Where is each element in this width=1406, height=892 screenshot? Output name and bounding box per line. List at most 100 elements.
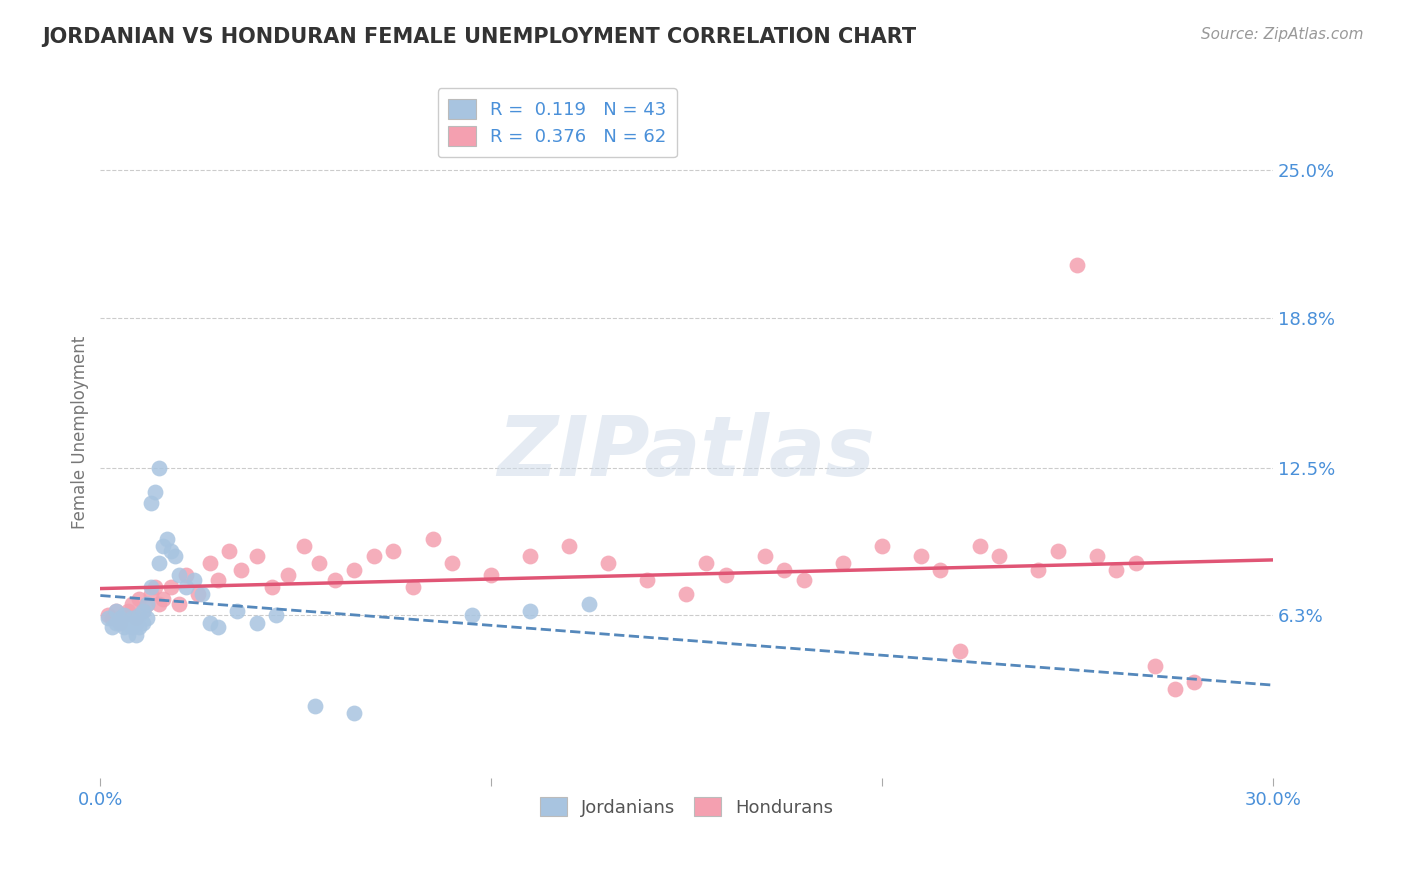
Point [754,549,776,563]
Point [949,644,972,658]
Point [108,615,131,630]
Point [1066,258,1088,272]
Point [128,620,150,634]
Point [598,556,620,570]
Point [104,604,127,618]
Point [128,591,150,606]
Point [441,556,464,570]
Point [104,615,127,630]
Y-axis label: Female Unemployment: Female Unemployment [72,335,89,529]
Point [207,573,229,587]
Point [1144,658,1167,673]
Point [124,615,146,630]
Point [112,608,135,623]
Point [167,568,190,582]
Point [136,597,159,611]
Point [910,549,932,563]
Point [108,615,131,630]
Point [229,563,252,577]
Text: JORDANIAN VS HONDURAN FEMALE UNEMPLOYMENT CORRELATION CHART: JORDANIAN VS HONDURAN FEMALE UNEMPLOYMEN… [42,27,917,46]
Point [148,597,170,611]
Point [141,496,163,510]
Point [870,540,893,554]
Point [422,533,444,547]
Point [831,556,853,570]
Point [519,604,541,618]
Point [187,587,209,601]
Point [207,620,229,634]
Point [117,604,139,618]
Point [1184,675,1206,690]
Point [141,587,163,601]
Point [460,608,482,623]
Point [323,573,346,587]
Point [104,604,127,618]
Point [636,573,658,587]
Point [578,597,600,611]
Point [519,549,541,563]
Point [112,620,135,634]
Point [479,568,502,582]
Point [108,611,131,625]
Point [183,573,205,587]
Point [246,549,269,563]
Point [132,604,155,618]
Point [176,580,198,594]
Point [988,549,1011,563]
Point [128,608,150,623]
Point [101,620,124,634]
Text: Source: ZipAtlas.com: Source: ZipAtlas.com [1201,27,1364,42]
Point [929,563,952,577]
Point [143,580,166,594]
Point [191,587,214,601]
Point [117,615,139,630]
Point [97,611,120,625]
Point [152,591,174,606]
Point [1026,563,1049,577]
Point [176,568,198,582]
Point [262,580,284,594]
Point [152,540,174,554]
Point [1085,549,1108,563]
Point [156,533,179,547]
Point [124,627,146,641]
Point [143,484,166,499]
Point [675,587,697,601]
Point [117,627,139,641]
Point [218,544,240,558]
Point [136,611,159,625]
Point [308,556,330,570]
Point [714,568,737,582]
Point [167,597,190,611]
Point [97,608,120,623]
Point [292,540,315,554]
Legend: Jordanians, Hondurans: Jordanians, Hondurans [533,789,841,824]
Point [969,540,991,554]
Point [198,556,221,570]
Point [1105,563,1128,577]
Point [121,611,143,625]
Text: ZIPatlas: ZIPatlas [498,412,876,493]
Point [343,706,366,721]
Point [1164,682,1187,697]
Point [363,549,385,563]
Point [159,544,181,558]
Point [382,544,405,558]
Point [121,620,143,634]
Point [402,580,425,594]
Point [695,556,717,570]
Point [793,573,815,587]
Point [141,580,163,594]
Point [121,597,143,611]
Point [264,608,287,623]
Point [112,608,135,623]
Point [136,597,159,611]
Point [277,568,299,582]
Point [148,460,170,475]
Point [773,563,796,577]
Point [1125,556,1147,570]
Point [159,580,181,594]
Point [198,615,221,630]
Point [558,540,581,554]
Point [246,615,269,630]
